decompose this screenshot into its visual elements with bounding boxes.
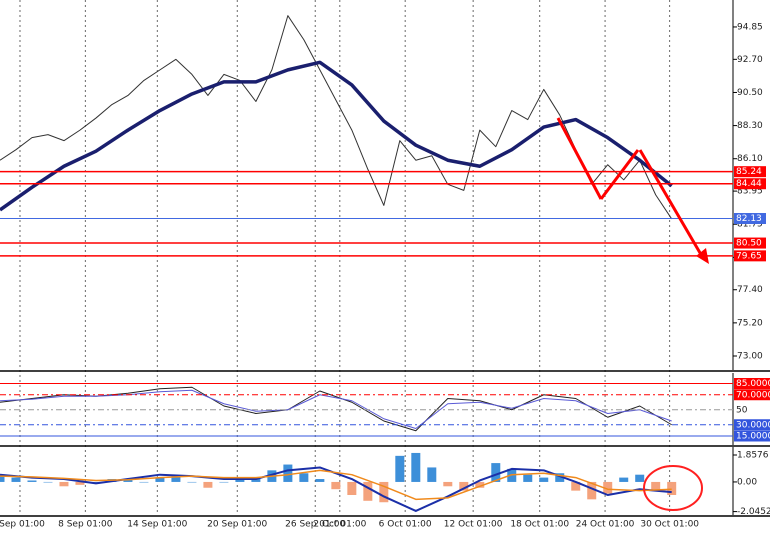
level-label: 84.44 [736,179,762,189]
histogram-bar [491,463,501,482]
histogram-bar [619,477,629,482]
histogram-bar [155,477,165,482]
histogram-bar [363,481,373,501]
histogram-bar [651,481,661,491]
level-label: 85.0000 [736,379,770,389]
level-label-box [734,237,766,249]
histogram-bar [459,481,469,491]
y-tick-label: 83.95 [737,187,763,197]
x-tick-label: 18 Oct 01:00 [510,520,569,530]
level-label-box [734,419,770,431]
histogram-bar [603,481,613,494]
x-tick-label: 20 Sep 01:00 [207,520,267,530]
y-tick-label: 1.8576 [737,451,769,461]
level-label: 70.0000 [736,390,770,400]
level-label: 50 [736,405,748,415]
histogram-bar [299,473,309,482]
series-line [0,469,672,501]
level-label: 82.13 [736,214,762,224]
x-tick-label: 6 Oct 01:00 [379,520,432,530]
x-tick-label: 26 Sep 01:00 [285,520,345,530]
y-tick-label: -2.0452 [737,507,770,517]
level-label-box [734,178,766,190]
series-line [0,15,673,220]
arrow [638,149,705,259]
histogram-bar [443,481,453,487]
x-tick-label: 8 Sep 01:00 [58,520,113,530]
x-tick-label: 24 Oct 01:00 [576,520,635,530]
histogram-bar [395,455,405,482]
arrow [599,149,640,200]
y-tick-label: 73.00 [737,351,763,361]
histogram-bar [571,481,581,491]
x-tick-label: 30 Oct 01:00 [640,520,699,530]
histogram-bar [523,474,533,482]
level-label: 85.24 [736,167,762,177]
y-tick-label: 81.75 [737,220,763,230]
y-tick-label: 86.10 [737,154,763,164]
histogram-bar [283,464,293,482]
level-label: 15.0000 [736,432,770,442]
y-tick-label: 94.85 [737,22,763,32]
histogram-bar [667,481,677,495]
histogram-bar [171,476,181,482]
histogram-bar [635,474,645,482]
series-line [0,389,672,429]
x-tick-label: 14 Sep 01:00 [127,520,187,530]
histogram-bar [139,481,149,483]
level-label: 79.65 [736,251,762,261]
histogram-bar [91,481,101,483]
histogram-bar [539,477,549,482]
level-label-box [734,213,766,225]
arrow [556,117,603,200]
annotations [556,117,709,511]
histogram-bar [219,481,229,483]
histogram-bar [11,477,21,482]
highlight-circle [643,465,703,511]
y-tick-label: 92.70 [737,55,763,65]
level-label-box [734,378,770,389]
histogram-bar [427,467,437,482]
level-label-box [734,250,766,262]
y-tick-label: 77.40 [737,285,763,295]
x-tick-label: 2 Oct 01:00 [313,520,366,530]
histogram-bar [59,481,69,487]
series-line [0,386,672,432]
y-tick-label: 88.30 [737,121,763,131]
x-tick-label: Sep 01:00 [0,520,45,530]
level-label: 30.0000 [736,420,770,430]
histogram-bar [347,481,357,495]
x-tick-label: 12 Oct 01:00 [444,520,503,530]
histogram-bar [43,481,53,483]
histogram-bar [187,481,197,483]
level-label: 80.50 [736,239,762,249]
histogram-bar [379,481,389,503]
y-tick-label: 0.00 [737,477,757,487]
histogram-bar [555,473,565,482]
histogram-bar [331,481,341,490]
histogram-bar [587,481,597,500]
histogram-bar [203,481,213,488]
level-label-box [734,166,766,178]
histogram-bar [75,481,85,485]
histogram-bar [475,481,485,488]
histogram-bar [315,479,325,482]
level-label-box [734,430,770,442]
histogram-bar [411,452,421,482]
arrow-head [696,248,709,264]
histogram-bar [0,476,5,482]
y-tick-label: 90.50 [737,88,763,98]
level-label-box [734,389,770,401]
histogram-bar [27,480,37,482]
y-tick-label: 75.20 [737,318,763,328]
